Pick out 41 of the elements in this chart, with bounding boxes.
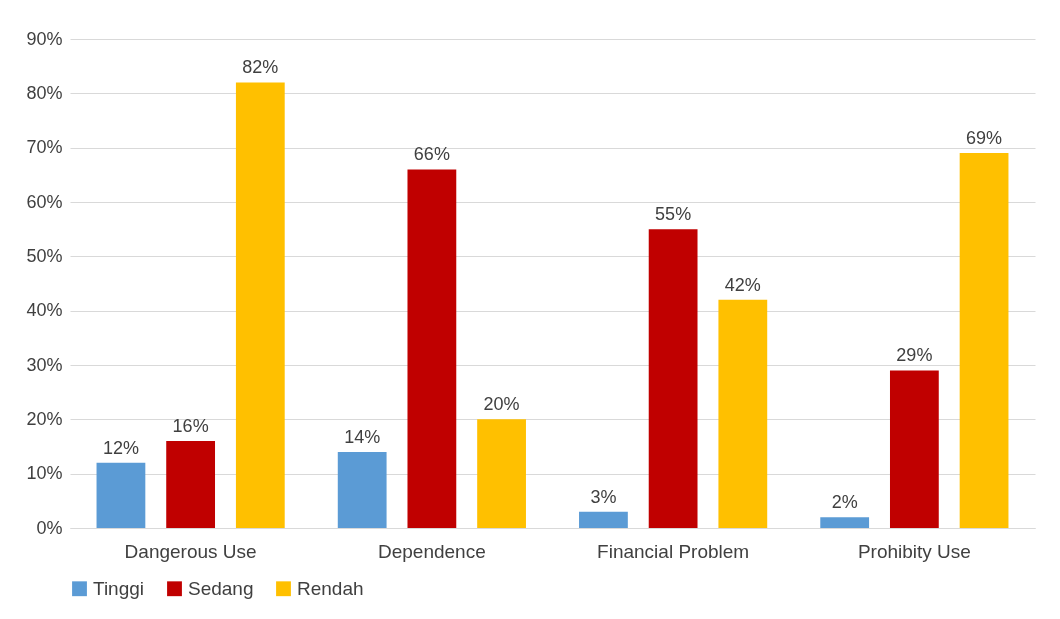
x-tick-label: Dependence [377,540,486,562]
bar [820,517,870,528]
bar [648,229,698,528]
bar [579,511,628,528]
y-tick-label: 80% [26,82,63,103]
data-label: 69% [966,128,1003,149]
data-label: 82% [242,57,279,78]
bar [166,441,216,528]
bar [96,462,146,528]
x-tick-label: Financial Problem [597,540,750,562]
y-tick-label: 60% [26,191,63,212]
data-label: 29% [896,345,933,366]
data-label: 42% [724,274,761,295]
x-tick-label: Prohibity Use [857,540,971,562]
data-label: 3% [590,486,617,507]
data-label: 16% [172,416,209,437]
data-label: 2% [831,492,858,513]
data-label: 14% [344,426,381,447]
y-tick-label: 0% [36,517,63,538]
bar [235,82,285,528]
y-tick-label: 70% [26,137,63,158]
y-tick-label: 50% [26,245,63,266]
data-label: 20% [483,394,520,415]
bar [718,299,768,528]
y-tick-label: 90% [26,28,63,49]
x-tick-label: Dangerous Use [124,540,257,562]
bar [477,419,526,528]
bar [407,169,457,528]
bar [889,370,939,528]
y-tick-label: 20% [26,408,63,429]
bar [337,451,387,528]
data-label: 55% [655,204,692,225]
legend-label: Sedang [188,577,254,599]
legend-label: Rendah [297,577,364,599]
y-tick-label: 10% [26,463,63,484]
bar [959,153,1009,528]
data-label: 66% [413,144,450,165]
y-tick-label: 40% [26,300,63,321]
legend-label: Tinggi [93,577,145,599]
y-tick-label: 30% [26,354,63,375]
data-label: 12% [102,437,139,458]
